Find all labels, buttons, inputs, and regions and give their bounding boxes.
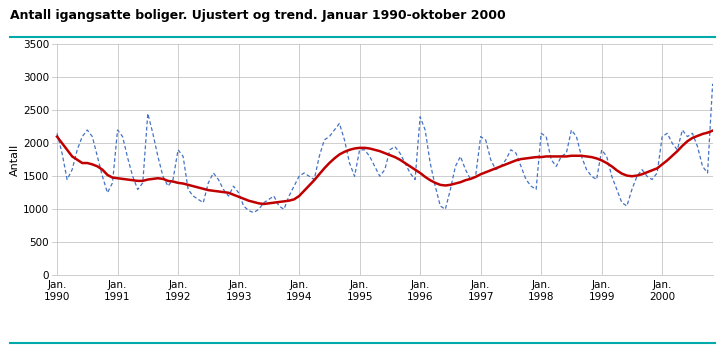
Y-axis label: Antall: Antall [10,144,20,176]
Text: Antall igangsatte boliger. Ujustert og trend. Januar 1990-oktober 2000: Antall igangsatte boliger. Ujustert og t… [10,9,506,22]
